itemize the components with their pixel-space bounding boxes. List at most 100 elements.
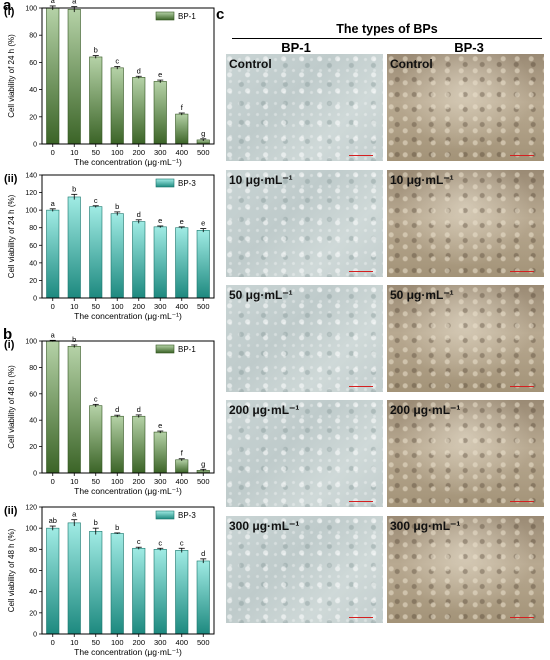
y-tick-label: 20 [29,278,37,285]
x-tick-label: 400 [175,477,188,486]
scale-bar [349,616,373,618]
x-tick-label: 300 [154,148,167,157]
y-tick-label: 40 [29,260,37,267]
x-tick-label: 50 [92,302,100,311]
significance-letter: e [158,70,162,79]
x-tick-label: 500 [197,302,210,311]
bar [46,340,60,474]
chart-a-i: 0 20 40 60 80 100 a 0 a 10 b 50 c 100 d 200 e 300 f 400 g 500… [4,0,215,167]
micrograph-bp1-row-5: 300 μg·mL⁻¹ [226,516,383,623]
y-tick-label: 80 [29,225,37,232]
significance-letter: c [158,538,162,547]
bar [67,345,81,474]
x-axis-label: The concentration (μg·mL⁻¹) [74,157,182,167]
x-tick-label: 100 [111,302,124,311]
bar [132,547,146,635]
bar [67,9,81,145]
bar [110,533,124,635]
x-axis-label: The concentration (μg·mL⁻¹) [74,311,182,321]
micrograph-bp3-row-4: 200 μg·mL⁻¹ [387,400,544,507]
y-tick-label: 0 [33,296,37,303]
bar [175,113,189,145]
significance-letter: e [158,421,162,430]
y-tick-label: 40 [29,589,37,596]
scale-bar [510,270,534,272]
x-axis-label: The concentration (μg·mL⁻¹) [74,647,182,657]
micrograph-title: The types of BPs [336,22,438,36]
bar [153,431,167,474]
bar [46,527,60,635]
micrograph-concentration-label: 200 μg·mL⁻¹ [229,403,300,417]
x-tick-label: 300 [154,302,167,311]
bar [110,213,124,299]
legend-label: BP-1 [178,345,196,354]
column-header-bp1: BP-1 [281,40,311,55]
scale-bar [510,500,534,502]
significance-letter: e [201,219,205,228]
significance-letter: ab [49,516,57,525]
y-tick-label: 100 [25,6,37,13]
x-tick-label: 10 [70,302,78,311]
y-tick-label: 80 [29,365,37,372]
plot-frame [41,340,215,474]
significance-letter: b [94,518,98,527]
scale-bar [349,385,373,387]
title-rule [232,38,542,39]
y-tick-label: 60 [29,243,37,250]
significance-letter: a [72,510,77,519]
y-tick-label: 0 [33,142,37,149]
legend-label: BP-1 [178,12,196,21]
scale-bar [510,154,534,156]
legend-swatch [155,178,175,188]
bar [175,459,189,474]
bar [196,560,210,635]
bar [89,206,103,299]
x-tick-label: 50 [92,638,100,647]
x-tick-label: 200 [132,477,145,486]
x-tick-label: 10 [70,638,78,647]
significance-letter: a [51,0,56,5]
plot-frame [41,506,215,635]
y-tick-label: 80 [29,33,37,40]
y-tick-label: 40 [29,87,37,94]
micrograph-panel: The types of BPs BP-1 BP-3 Control Contro… [224,0,550,660]
x-tick-label: 0 [51,302,55,311]
scale-bar [349,154,373,156]
y-axis-label: Cell viability of 48 h (%) [7,365,16,449]
x-axis-label: The concentration (μg·mL⁻¹) [74,486,182,496]
bar [153,549,167,635]
significance-letter: b [94,46,98,55]
bar [89,531,103,635]
x-tick-label: 300 [154,477,167,486]
significance-letter: b [115,202,119,211]
significance-letter: e [180,217,184,226]
y-axis-label: Cell viability of 24 h (%) [7,194,16,278]
significance-letter: d [137,66,141,75]
significance-letter: d [201,549,205,558]
x-tick-label: 10 [70,477,78,486]
micrograph-concentration-label: 300 μg·mL⁻¹ [229,519,300,533]
subpanel-label: (i) [4,339,15,351]
bar [67,196,81,299]
micrograph-bp1-row-4: 200 μg·mL⁻¹ [226,400,383,507]
bar [132,77,146,145]
scale-bar [510,616,534,618]
bar [89,56,103,145]
significance-letter: c [115,56,119,65]
x-tick-label: 0 [51,148,55,157]
significance-letter: c [94,394,98,403]
micrograph-bp1-row-2: 10 μg·mL⁻¹ [226,170,383,277]
significance-letter: d [115,405,119,414]
bar [46,7,60,145]
legend-label: BP-3 [178,511,196,520]
micrograph-concentration-label: 10 μg·mL⁻¹ [390,173,454,187]
y-tick-label: 120 [25,505,37,512]
micrograph-bp1-row-1: Control [226,54,383,161]
micrograph-concentration-label: 200 μg·mL⁻¹ [390,403,461,417]
y-tick-label: 60 [29,60,37,67]
significance-letter: g [201,459,205,468]
x-tick-label: 400 [175,148,188,157]
x-tick-label: 200 [132,148,145,157]
bar [153,226,167,299]
y-tick-label: 100 [25,339,37,346]
